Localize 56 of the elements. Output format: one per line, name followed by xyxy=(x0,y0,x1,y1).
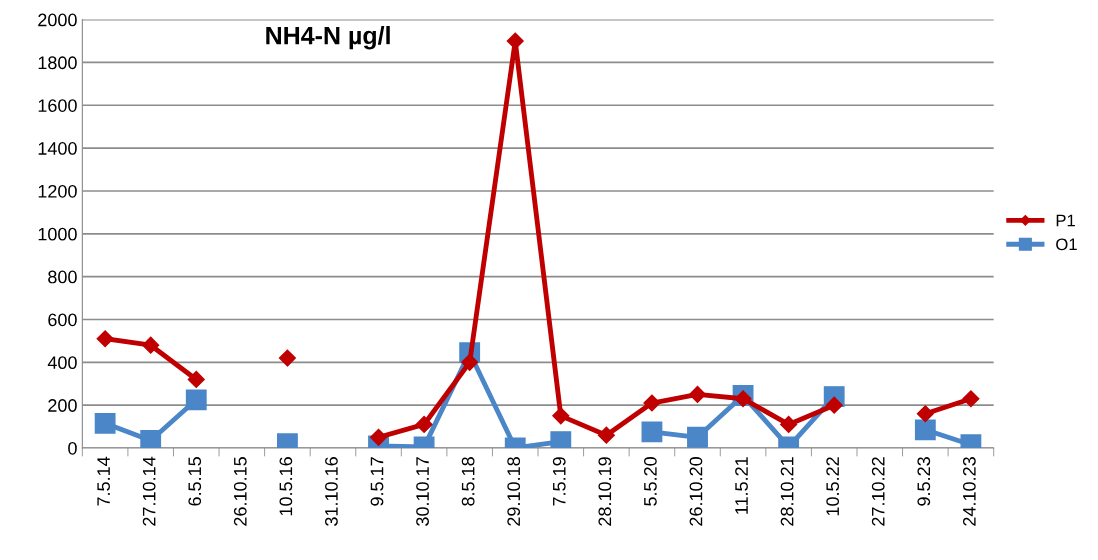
x-tick-label: 9.5.23 xyxy=(917,457,931,506)
point xyxy=(96,330,114,348)
x-tick-label: 10.5.16 xyxy=(279,457,293,516)
point xyxy=(916,405,934,423)
point xyxy=(825,396,843,414)
point xyxy=(415,415,433,433)
x-tick-label: 31.10.16 xyxy=(325,457,338,526)
point xyxy=(643,394,661,412)
y-tick-label: 1600 xyxy=(38,99,77,112)
point xyxy=(552,407,570,425)
x-tick-label: 9.5.17 xyxy=(370,457,384,506)
point xyxy=(94,412,116,434)
point xyxy=(185,389,207,411)
x-tick-label: 10.5.22 xyxy=(826,457,840,516)
point xyxy=(687,426,708,448)
point xyxy=(278,349,296,367)
x-tick-label: 29.10.18 xyxy=(507,457,521,526)
x-tick-label: 8.5.18 xyxy=(461,457,475,506)
x-tick-label: 6.5.15 xyxy=(188,457,202,506)
legend-label: O1 xyxy=(1056,238,1077,251)
y-tick-label: 400 xyxy=(47,356,77,370)
point xyxy=(187,370,205,389)
chart-title: NH4-N µg/l xyxy=(266,26,390,50)
y-tick-label: 1400 xyxy=(38,142,77,155)
point xyxy=(641,421,663,443)
y-tick-label: 0 xyxy=(68,441,77,455)
y-tick-label: 800 xyxy=(48,270,77,284)
x-tick-label: 26.10.15 xyxy=(233,457,247,526)
point xyxy=(142,336,160,354)
point xyxy=(688,385,707,404)
point xyxy=(140,430,162,448)
point xyxy=(461,353,479,371)
x-tick-label: 24.10.23 xyxy=(962,457,976,526)
point xyxy=(962,390,980,408)
x-tick-label: 5.5.20 xyxy=(644,457,657,506)
point xyxy=(914,419,936,441)
x-tick-label: 11.5.21 xyxy=(735,457,748,514)
x-tick-label: 7.5.19 xyxy=(552,457,566,506)
y-tick-label: 1000 xyxy=(38,227,77,241)
legend-label: P1 xyxy=(1056,214,1075,227)
y-tick-label: 1200 xyxy=(38,184,77,198)
x-tick-label: 26.10.20 xyxy=(689,457,703,526)
y-tick-label: 2000 xyxy=(38,13,77,27)
x-tick-label: 30.10.17 xyxy=(416,457,429,526)
point xyxy=(734,390,752,408)
y-tick-label: 200 xyxy=(48,399,77,412)
point xyxy=(369,428,388,446)
x-tick-label: 28.10.21 xyxy=(780,457,794,526)
y-tick-label: 1800 xyxy=(38,56,77,70)
point xyxy=(597,426,615,444)
x-tick-label: 28.10.19 xyxy=(598,457,612,526)
point xyxy=(780,415,798,433)
x-tick-label: 27.10.14 xyxy=(142,456,156,526)
x-tick-label: 7.5.14 xyxy=(97,456,110,506)
y-tick-label: 600 xyxy=(48,313,77,327)
x-tick-label: 27.10.22 xyxy=(871,457,885,526)
